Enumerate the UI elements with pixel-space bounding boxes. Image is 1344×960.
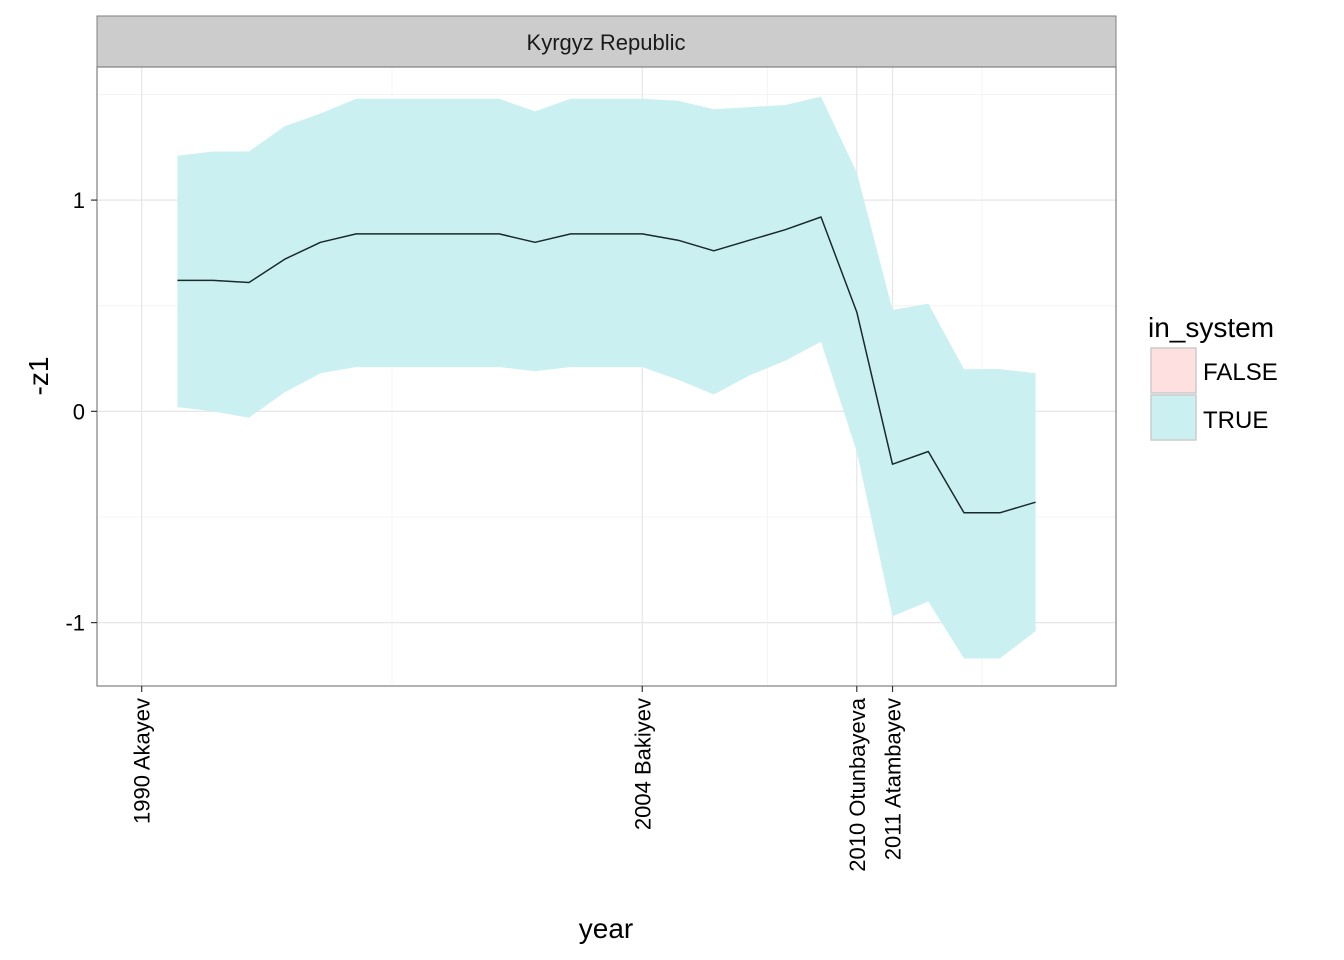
y-tick-label: -1	[65, 611, 85, 636]
x-tick-label: 2011 Atambayev	[881, 698, 906, 860]
x-tick-label: 2010 Otunbayeva	[845, 697, 870, 871]
y-tick-label: 0	[73, 399, 85, 424]
legend-key-false	[1150, 347, 1197, 394]
ribbons	[177, 96, 1036, 659]
x-tick-label: 2004 Bakiyev	[630, 698, 655, 830]
y-axis-title: -z1	[23, 357, 54, 396]
ribbon-true	[177, 96, 1036, 659]
x-tick-label: 1990 Akayev	[130, 698, 155, 824]
legend: in_system FALSE TRUE	[1148, 312, 1278, 441]
x-axis: 1990 Akayev 2004 Bakiyev 2010 Otunbayeva 20…	[130, 686, 906, 872]
x-axis-title: year	[579, 913, 633, 944]
y-tick-label: 1	[73, 188, 85, 213]
series-line-true	[177, 216, 1036, 514]
series-lines	[177, 216, 1036, 514]
facet-title: Kyrgyz Republic	[527, 30, 686, 55]
legend-label-true: TRUE	[1203, 407, 1268, 434]
panel-border	[96, 66, 1117, 687]
legend-title: in_system	[1148, 312, 1274, 343]
facet-strip	[96, 15, 1117, 68]
legend-key-true	[1150, 394, 1197, 441]
legend-label-false: FALSE	[1203, 359, 1278, 386]
y-axis: -1 0 1	[65, 188, 97, 636]
